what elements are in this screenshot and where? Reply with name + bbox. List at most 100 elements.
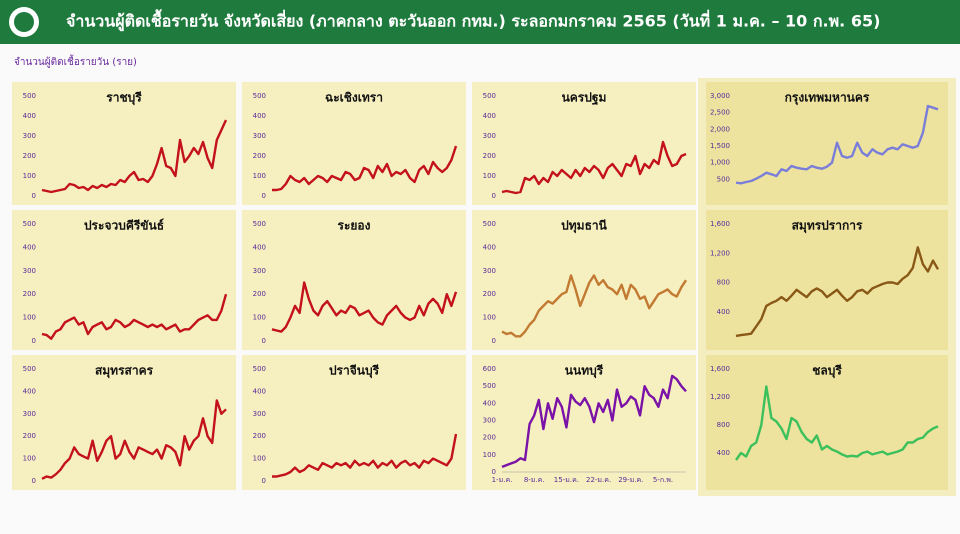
y-tick-label: 300 [483, 417, 496, 425]
y-tick-label: 100 [483, 172, 496, 180]
panel [472, 355, 696, 490]
y-tick-label: 200 [23, 152, 36, 160]
y-tick-label: 3,000 [710, 92, 730, 100]
y-tick-label: 200 [483, 434, 496, 442]
panel-title: นนทบุรี [565, 364, 604, 379]
panel-title: ปราจีนบุรี [329, 364, 380, 379]
series-line [272, 433, 458, 478]
y-tick-label: 400 [717, 308, 730, 316]
y-tick-label: 100 [253, 314, 266, 322]
series-line [501, 140, 687, 195]
y-tick-label: 500 [23, 220, 36, 228]
y-tick-label: 300 [23, 410, 36, 418]
y-tick-label: 1,200 [710, 393, 730, 401]
y-tick-label: 300 [23, 132, 36, 140]
y-tick-label: 300 [253, 132, 266, 140]
y-tick-label: 2,500 [710, 109, 730, 117]
y-tick-label: 300 [483, 267, 496, 275]
logo-inner [14, 12, 34, 32]
y-tick-label: 1,600 [710, 220, 730, 228]
y-tick-label: 0 [492, 337, 496, 345]
panel [706, 355, 948, 490]
panel-title: ปทุมธานี [561, 219, 608, 234]
panel-title: นครปฐม [562, 91, 607, 106]
y-tick-label: 1,600 [710, 365, 730, 373]
y-tick-label: 200 [483, 290, 496, 298]
series-line [501, 274, 688, 338]
x-tick-label: 15-ม.ค. [554, 476, 579, 484]
y-tick-label: 0 [262, 337, 266, 345]
y-tick-label: 0 [492, 468, 496, 476]
y-tick-label: 0 [32, 192, 36, 200]
panel-title: สมุทรปราการ [792, 219, 863, 234]
series-line [735, 104, 939, 185]
y-tick-label: 100 [23, 455, 36, 463]
y-tick-label: 400 [483, 112, 496, 120]
series-line [41, 293, 228, 340]
page-title: จำนวนผู้ติดเชื้อรายวัน จังหวัดเสี่ยง (ภา… [66, 9, 880, 33]
y-tick-label: 400 [253, 112, 266, 120]
panel-title: ระยอง [338, 219, 371, 233]
y-tick-label: 1,200 [710, 249, 730, 257]
y-tick-label: 400 [253, 387, 266, 395]
y-tick-label: 300 [253, 267, 266, 275]
series-line [271, 281, 458, 333]
y-tick-label: 500 [483, 220, 496, 228]
y-tick-label: 200 [253, 432, 266, 440]
page-subtitle: จำนวนผู้ติดเชื้อรายวัน (ราย) [14, 54, 137, 68]
y-tick-label: 0 [32, 337, 36, 345]
panel [472, 82, 696, 205]
panel-title: ประจวบคีรีขันธ์ [84, 219, 164, 233]
y-tick-label: 300 [253, 410, 266, 418]
panel-title: ชลบุรี [812, 364, 842, 379]
y-tick-label: 100 [483, 314, 496, 322]
x-tick-label: 29-ม.ค. [618, 476, 643, 484]
panel [12, 355, 236, 490]
y-tick-label: 400 [483, 243, 496, 251]
series-line [501, 374, 687, 469]
y-tick-label: 500 [253, 220, 266, 228]
y-tick-label: 200 [253, 290, 266, 298]
y-tick-label: 500 [253, 365, 266, 373]
header-band [0, 0, 960, 44]
y-tick-label: 500 [23, 365, 36, 373]
series-line [41, 119, 228, 194]
y-tick-label: 300 [483, 132, 496, 140]
y-tick-label: 1,000 [710, 159, 730, 167]
y-tick-label: 0 [262, 192, 266, 200]
y-tick-label: 800 [717, 421, 730, 429]
y-tick-label: 400 [717, 449, 730, 457]
panel [242, 210, 466, 350]
y-tick-label: 500 [23, 92, 36, 100]
x-tick-label: 8-ม.ค. [524, 476, 545, 484]
y-tick-label: 500 [483, 382, 496, 390]
panel [706, 82, 948, 205]
series-line [272, 145, 458, 192]
x-tick-label: 22-ม.ค. [586, 476, 611, 484]
panel-title: กรุงเทพมหานคร [785, 91, 870, 106]
y-tick-label: 1,500 [710, 142, 730, 150]
y-tick-label: 400 [253, 243, 266, 251]
y-tick-label: 500 [717, 175, 730, 183]
y-tick-label: 300 [23, 267, 36, 275]
y-tick-label: 2,000 [710, 125, 730, 133]
y-tick-label: 200 [23, 432, 36, 440]
y-tick-label: 400 [23, 112, 36, 120]
series-line [41, 399, 227, 480]
y-tick-label: 800 [717, 279, 730, 287]
y-tick-label: 100 [483, 451, 496, 459]
x-tick-label: 5-ก.พ. [653, 476, 673, 484]
panel [242, 355, 466, 490]
y-tick-label: 400 [483, 399, 496, 407]
y-tick-label: 400 [23, 243, 36, 251]
y-tick-label: 100 [253, 172, 266, 180]
y-tick-label: 200 [23, 290, 36, 298]
y-tick-label: 500 [253, 92, 266, 100]
panel-title: สมุทรสาคร [95, 364, 154, 379]
panel-title: ฉะเชิงเทรา [325, 91, 383, 105]
y-tick-label: 400 [23, 387, 36, 395]
y-tick-label: 0 [492, 192, 496, 200]
panel [472, 210, 696, 350]
y-tick-label: 200 [483, 152, 496, 160]
